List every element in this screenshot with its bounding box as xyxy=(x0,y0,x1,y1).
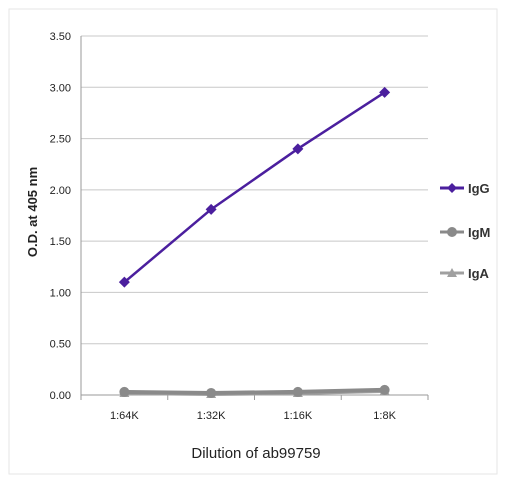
legend-item-igm: IgM xyxy=(440,225,490,240)
y-axis-ticks: 0.00 0.50 1.00 1.50 2.00 2.50 3.00 3.50 xyxy=(50,31,71,402)
series-igm xyxy=(119,384,390,398)
y-tick-label: 1.50 xyxy=(50,236,71,248)
legend: IgG IgM IgA xyxy=(440,181,490,281)
data-point xyxy=(379,384,390,395)
legend-item-igg: IgG xyxy=(440,181,490,196)
chart-border xyxy=(8,8,498,475)
x-axis-label: Dilution of ab99759 xyxy=(191,445,320,462)
y-tick-label: 3.50 xyxy=(50,31,71,43)
data-point xyxy=(206,387,217,398)
legend-item-iga: IgA xyxy=(440,266,490,281)
data-point xyxy=(292,143,304,155)
data-point xyxy=(119,386,130,397)
x-tick-label: 1:8K xyxy=(373,410,396,422)
series-line xyxy=(124,387,385,395)
gridlines xyxy=(80,35,428,396)
series-layer xyxy=(118,86,391,398)
y-tick-label: 2.00 xyxy=(50,185,71,197)
legend-label: IgG xyxy=(468,181,490,196)
data-point xyxy=(292,386,303,397)
data-point xyxy=(205,203,217,215)
data-point xyxy=(118,276,130,288)
x-tick-label: 1:16K xyxy=(284,410,313,422)
x-tick-label: 1:32K xyxy=(197,410,226,422)
legend-label: IgA xyxy=(468,266,490,281)
legend-marker xyxy=(447,268,457,277)
x-axis-ticks: 1:64K 1:32K 1:16K 1:8K xyxy=(80,395,429,422)
y-tick-label: 0.50 xyxy=(50,339,71,351)
y-tick-label: 3.00 xyxy=(50,82,71,94)
legend-marker xyxy=(447,227,457,237)
y-tick-label: 0.00 xyxy=(50,390,71,402)
x-tick-label: 1:64K xyxy=(110,410,139,422)
y-tick-label: 2.50 xyxy=(50,134,71,146)
data-point xyxy=(379,86,391,98)
legend-label: IgM xyxy=(468,225,490,240)
legend-marker xyxy=(447,183,457,193)
series-line xyxy=(123,91,386,284)
y-tick-label: 1.00 xyxy=(50,287,71,299)
series-igg xyxy=(118,86,391,288)
y-axis-label: O.D. at 405 nm xyxy=(25,167,40,257)
